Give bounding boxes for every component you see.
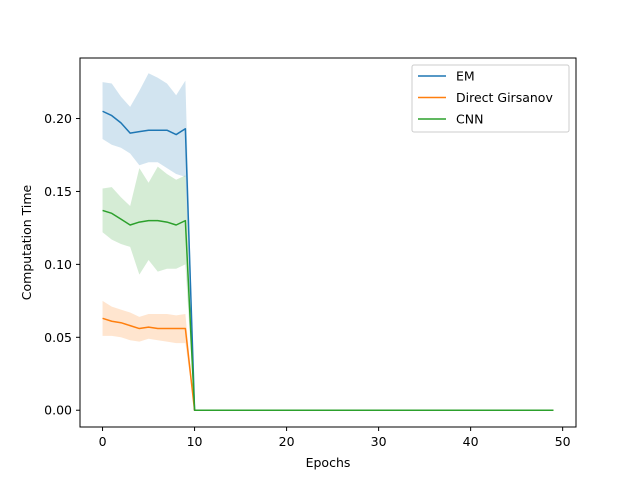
x-axis-label: Epochs bbox=[306, 455, 351, 470]
em-confidence-band bbox=[102, 73, 554, 411]
y-axis-label: Computation Time bbox=[19, 184, 34, 300]
y-tick-label: 0.05 bbox=[44, 330, 72, 345]
legend-box bbox=[411, 64, 570, 133]
series-lines bbox=[102, 110, 554, 411]
x-tick-label: 10 bbox=[187, 434, 203, 449]
cnn-series-line bbox=[102, 209, 554, 411]
confidence-bands bbox=[102, 73, 554, 411]
x-tick-label: 50 bbox=[555, 434, 571, 449]
plot-frame bbox=[79, 57, 577, 428]
x-tick-label: 0 bbox=[99, 434, 107, 449]
legend: EM Direct Girsanov CNN bbox=[411, 64, 570, 133]
legend-label-cnn: CNN bbox=[456, 112, 483, 127]
y-tick-label: 0.00 bbox=[44, 403, 72, 418]
y-tick-label: 0.10 bbox=[44, 257, 72, 272]
x-tick-label: 30 bbox=[371, 434, 387, 449]
x-tick-label: 40 bbox=[463, 434, 479, 449]
x-tick-label: 20 bbox=[279, 434, 295, 449]
cnn-confidence-band bbox=[102, 166, 554, 411]
y-axis-ticks: 0.00 0.05 0.10 0.15 0.20 bbox=[44, 111, 80, 418]
legend-label-em: EM bbox=[456, 69, 475, 84]
legend-label-direct-girsanov: Direct Girsanov bbox=[456, 90, 553, 105]
x-axis-ticks: 0 10 20 30 40 50 bbox=[99, 427, 571, 449]
direct-girsanov-confidence-band bbox=[102, 300, 554, 411]
y-tick-label: 0.15 bbox=[44, 184, 72, 199]
y-tick-label: 0.20 bbox=[44, 111, 72, 126]
